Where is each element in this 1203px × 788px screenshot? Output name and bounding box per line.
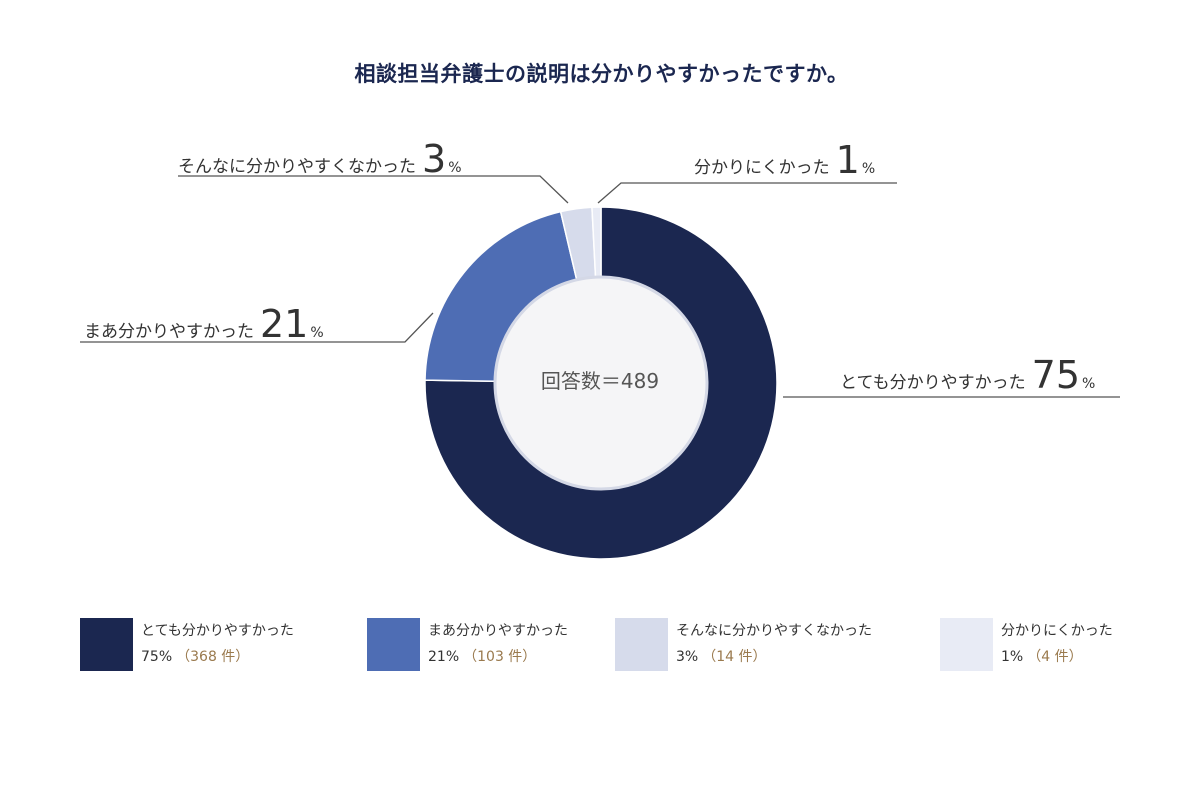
legend-count: （103 件）	[463, 649, 537, 665]
legend-swatch	[940, 618, 993, 671]
legend-value: 75%	[141, 649, 173, 665]
center-total-label: 回答数＝489	[540, 369, 660, 393]
callout-label-text: 分かりにくかった	[694, 158, 830, 178]
legend-item: まあ分かりやすかった 21% （103 件）	[367, 618, 568, 671]
legend-swatch	[80, 618, 133, 671]
legend-label: 分かりにくかった	[1001, 623, 1113, 639]
legend-swatch	[615, 618, 668, 671]
callout-slice-1: まあ分かりやすかった 21 %	[84, 305, 324, 343]
callout-percent-unit: %	[448, 160, 462, 176]
leader-line-2	[178, 175, 569, 204]
chart-title: 相談担当弁護士の説明は分かりやすかったですか。	[354, 62, 849, 86]
callout-percent-unit: %	[861, 161, 876, 177]
donut-center-disc	[493, 275, 709, 491]
leader-line-1	[80, 312, 434, 343]
callout-slice-2: そんなに分かりやすくなかった 3 %	[178, 140, 462, 178]
callout-slice-3: 分かりにくかった 1 %	[694, 141, 875, 179]
legend-value: 1%	[1001, 649, 1024, 665]
callout-percent: 1	[835, 138, 860, 182]
legend-item: 分かりにくかった 1% （4 件）	[940, 618, 1113, 671]
callout-percent: 75	[1031, 353, 1080, 397]
callout-percent-unit: %	[310, 325, 324, 341]
legend-count: （368 件）	[176, 649, 250, 665]
legend-value: 21%	[428, 649, 460, 665]
legend-item: とても分かりやすかった 75% （368 件）	[80, 618, 294, 671]
callout-percent: 3	[422, 137, 447, 181]
legend-swatch	[367, 618, 420, 671]
leader-line-3	[597, 182, 897, 204]
callout-percent: 21	[260, 302, 309, 346]
legend-item: そんなに分かりやすくなかった 3% （14 件）	[615, 618, 872, 671]
legend-label: まあ分かりやすかった	[428, 623, 568, 639]
callout-slice-0: とても分かりやすかった 75 %	[840, 356, 1095, 394]
callout-label-text: まあ分かりやすかった	[84, 322, 254, 342]
legend-value: 3%	[676, 649, 699, 665]
callout-label-text: そんなに分かりやすくなかった	[178, 157, 416, 177]
legend-count: （4 件）	[1027, 649, 1083, 665]
legend-label: そんなに分かりやすくなかった	[676, 623, 872, 639]
callout-label-text: とても分かりやすかった	[840, 373, 1026, 393]
callout-percent-unit: %	[1082, 376, 1096, 392]
legend-label: とても分かりやすかった	[141, 623, 294, 639]
legend-count: （14 件）	[702, 649, 767, 665]
